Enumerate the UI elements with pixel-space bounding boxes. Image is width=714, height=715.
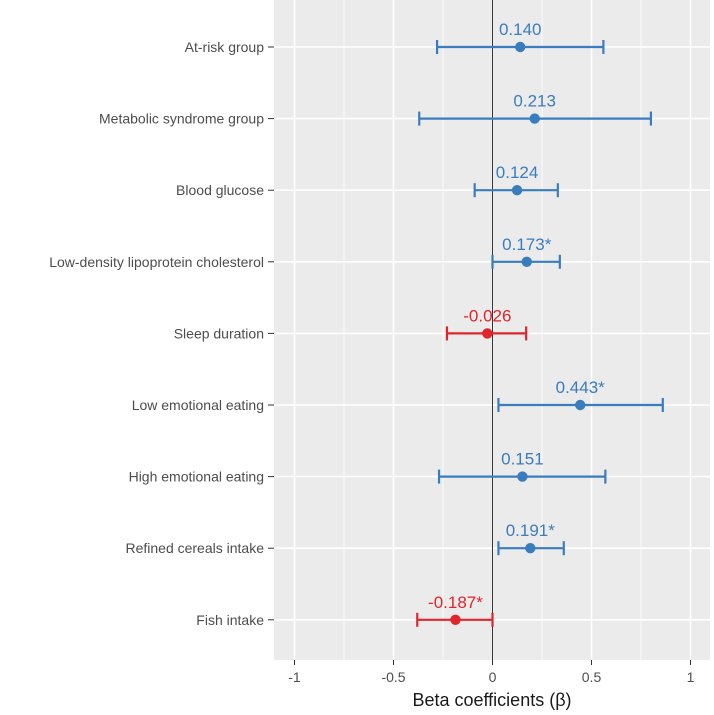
estimate-point [511, 185, 523, 196]
estimate-label: 0.151 [501, 450, 544, 469]
forest-row: 0.213 [418, 92, 653, 126]
estimate-label: 0.173* [502, 235, 552, 254]
category-label: At-risk group [185, 39, 265, 55]
forest-row: -0.187* [416, 593, 494, 627]
forest-row: 0.191* [497, 521, 565, 556]
estimate-label: 0.191* [506, 521, 556, 540]
estimate-label: 0.124 [496, 163, 539, 182]
x-tick-label: -1 [288, 669, 301, 685]
forest-row: 0.443* [497, 378, 664, 412]
category-label: Low-density lipoprotein cholesterol [49, 254, 264, 270]
forest-row: 0.173* [491, 235, 561, 269]
category-label: Fish intake [196, 612, 264, 628]
forest-row: -0.026 [445, 306, 528, 341]
estimate-label: 0.140 [499, 20, 542, 39]
estimate-label: -0.026 [463, 306, 511, 325]
estimate-label: -0.187* [428, 593, 483, 612]
estimate-point [575, 399, 586, 411]
marks-layer: 0.140 0.213 0.124 0.173* -0.026 0.443* 0.151 0.… [416, 20, 664, 627]
category-label: High emotional eating [129, 469, 264, 485]
x-tick-label: 0 [489, 669, 497, 685]
x-axis-ticks: -1 -0.5 0 0.5 1 [288, 660, 695, 685]
estimate-point [521, 256, 532, 267]
category-label: Low emotional eating [132, 397, 264, 413]
estimate-point [450, 614, 461, 625]
x-tick-label: 1 [687, 669, 695, 685]
estimate-point [517, 471, 528, 482]
estimate-point [529, 113, 540, 124]
estimate-point [482, 328, 493, 339]
estimate-label: 0.443* [556, 378, 606, 397]
x-tick-label: 0.5 [582, 669, 602, 685]
category-label: Sleep duration [174, 325, 264, 341]
x-tick-label: -0.5 [381, 669, 405, 685]
forest-row: 0.124 [473, 163, 559, 198]
estimate-point [525, 543, 536, 554]
x-axis-title: Beta coefficients (β) [412, 690, 571, 710]
estimate-label: 0.213 [513, 92, 556, 111]
category-labels: At-risk group Metabolic syndrome group Blo… [49, 39, 274, 628]
category-label: Refined cereals intake [125, 540, 264, 556]
category-label: Blood glucose [176, 182, 264, 198]
category-label: Metabolic syndrome group [99, 111, 264, 127]
estimate-point [515, 41, 526, 53]
forest-row: 0.151 [437, 450, 607, 484]
forest-row: 0.140 [435, 20, 605, 54]
